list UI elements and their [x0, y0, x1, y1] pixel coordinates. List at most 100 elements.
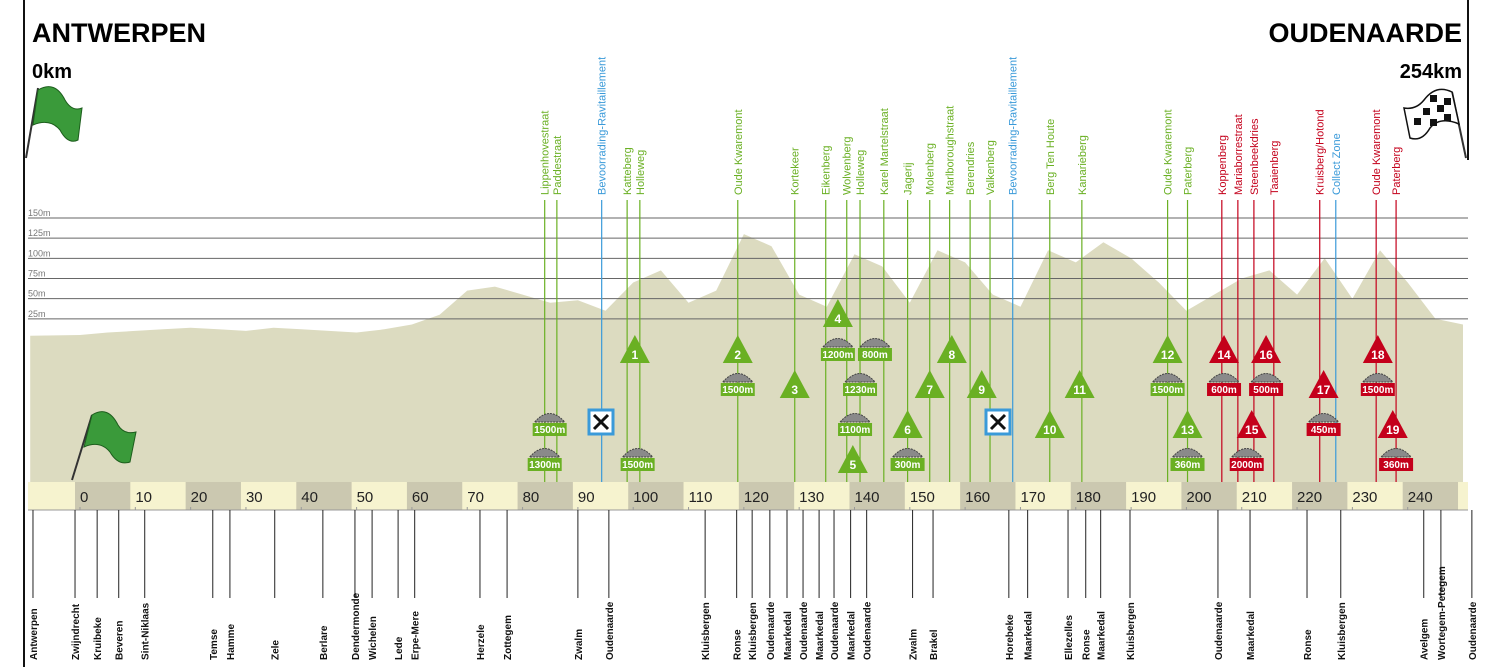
start-distance: 0km	[32, 61, 72, 83]
x-tick-label: 190	[1131, 489, 1156, 506]
cobble-box	[1306, 423, 1341, 436]
climb-marker	[1152, 335, 1183, 363]
climb-marker	[1172, 410, 1203, 438]
top-label: Berendries	[965, 141, 977, 195]
top-label: Kanarieberg	[1077, 135, 1089, 195]
cobble-box	[720, 383, 755, 396]
y-tick-label: 50m	[28, 289, 46, 299]
start-flag	[25, 86, 83, 159]
climb-number: 14	[1217, 348, 1231, 362]
town-label: Brakel	[929, 629, 940, 660]
x-tick-label: 130	[799, 489, 824, 506]
top-label: Koppenberg	[1217, 135, 1229, 195]
town-label: Kluisbergen	[701, 602, 712, 660]
top-labels: Lippenhovestraat Paddestraat Bevoorrading-…	[540, 57, 1403, 195]
town-label: Ronse	[733, 629, 744, 660]
x-tick-label: 220	[1297, 489, 1322, 506]
town-label: Zottegem	[503, 615, 514, 660]
town-label: Maarkedal	[847, 611, 858, 660]
cobble-length: 1230m	[844, 385, 875, 396]
start-flag-2	[71, 411, 137, 481]
grid-layer: 25m 50m 75m 100m 125m 150m	[28, 208, 1468, 320]
cobble-box	[1379, 458, 1414, 471]
cobble-pile	[821, 338, 855, 348]
finish-name: OUDENAARDE	[1268, 18, 1462, 48]
top-label: Wolvenberg	[842, 137, 854, 196]
x-tick-label: 170	[1020, 489, 1045, 506]
cobble-pile	[1207, 373, 1241, 383]
label-lines	[544, 200, 1397, 482]
feed-box	[984, 408, 1012, 436]
x-tick-label: 90	[578, 489, 595, 506]
feed-cutlery	[989, 413, 1007, 431]
cobble-length: 1500m	[1362, 385, 1393, 396]
cobble-pile	[1361, 373, 1394, 383]
cobble-box	[1360, 383, 1395, 396]
climb-number: 19	[1386, 423, 1400, 437]
climb-marker	[914, 370, 945, 398]
top-label: Katteberg	[622, 147, 634, 195]
climb-number: 17	[1317, 383, 1331, 397]
band-cell	[1070, 482, 1127, 510]
finish-flag	[1403, 88, 1467, 159]
climb-number: 3	[791, 383, 798, 397]
climb-number: 11	[1073, 383, 1086, 397]
cobble-pile	[843, 373, 877, 383]
feed-icon	[587, 408, 615, 436]
town-label: Berlare	[319, 625, 330, 660]
cobble-box	[532, 423, 567, 436]
climb-number: 5	[849, 458, 856, 472]
climb-marker	[1209, 335, 1240, 363]
band-cell	[185, 482, 241, 510]
cobble-box	[1150, 383, 1185, 396]
climb-number: 13	[1181, 423, 1195, 437]
cobble-length: 360m	[1383, 460, 1409, 471]
flag-pole	[71, 414, 93, 481]
flag-checks	[1414, 95, 1451, 126]
town-label: Zwalm	[574, 629, 585, 660]
town-label: Ronse	[1303, 629, 1314, 660]
town-label: Temse	[209, 629, 220, 660]
x-tick-label: 20	[191, 489, 208, 506]
band-cell	[1292, 482, 1348, 510]
top-label: Bevoorrading-Ravitaillement	[1008, 57, 1020, 195]
flag-cloth	[32, 86, 83, 142]
band-cell	[1181, 482, 1237, 510]
cobble-box	[1207, 383, 1242, 396]
top-label: Kortekeer	[790, 147, 802, 195]
climb-marker	[966, 370, 997, 398]
town-label: Lede	[394, 636, 405, 660]
x-tick-label: 100	[633, 489, 658, 506]
town-label: Maarkedal	[1246, 611, 1257, 660]
cobble-pile	[533, 413, 566, 423]
climb-number: 7	[926, 383, 933, 397]
town-label: Zwijndrecht	[71, 603, 82, 660]
x-tick-label: 150	[910, 489, 935, 506]
climb-marker	[837, 445, 868, 473]
band-cell	[1402, 482, 1459, 510]
band-cell	[849, 482, 905, 510]
x-tick-label: 40	[301, 489, 318, 506]
climb-number: 1	[632, 348, 639, 362]
top-label: Oude Kwaremont	[1371, 109, 1383, 195]
town-label: Sint-Niklaas	[141, 602, 152, 660]
town-label: Maarkedal	[1024, 611, 1035, 660]
town-label: Oudenaarde	[1214, 601, 1225, 660]
band-cell	[406, 482, 463, 510]
town-label: Oudenaarde	[605, 601, 616, 660]
x-tick-label: 30	[246, 489, 263, 506]
band-cell	[738, 482, 795, 510]
cobble-length: 1500m	[1152, 385, 1183, 396]
climb-number: 15	[1245, 423, 1259, 437]
x-tick-label: 10	[135, 489, 152, 506]
town-label: Ronse	[1082, 629, 1093, 660]
top-label: Steenbeekdries	[1249, 118, 1261, 195]
y-tick-label: 125m	[28, 228, 51, 238]
top-label: Karel Martelstraat	[879, 108, 891, 195]
cobble-length: 1500m	[622, 460, 653, 471]
x-tick-label: 50	[357, 489, 374, 506]
climb-number: 2	[734, 348, 741, 362]
band-cell	[296, 482, 352, 510]
